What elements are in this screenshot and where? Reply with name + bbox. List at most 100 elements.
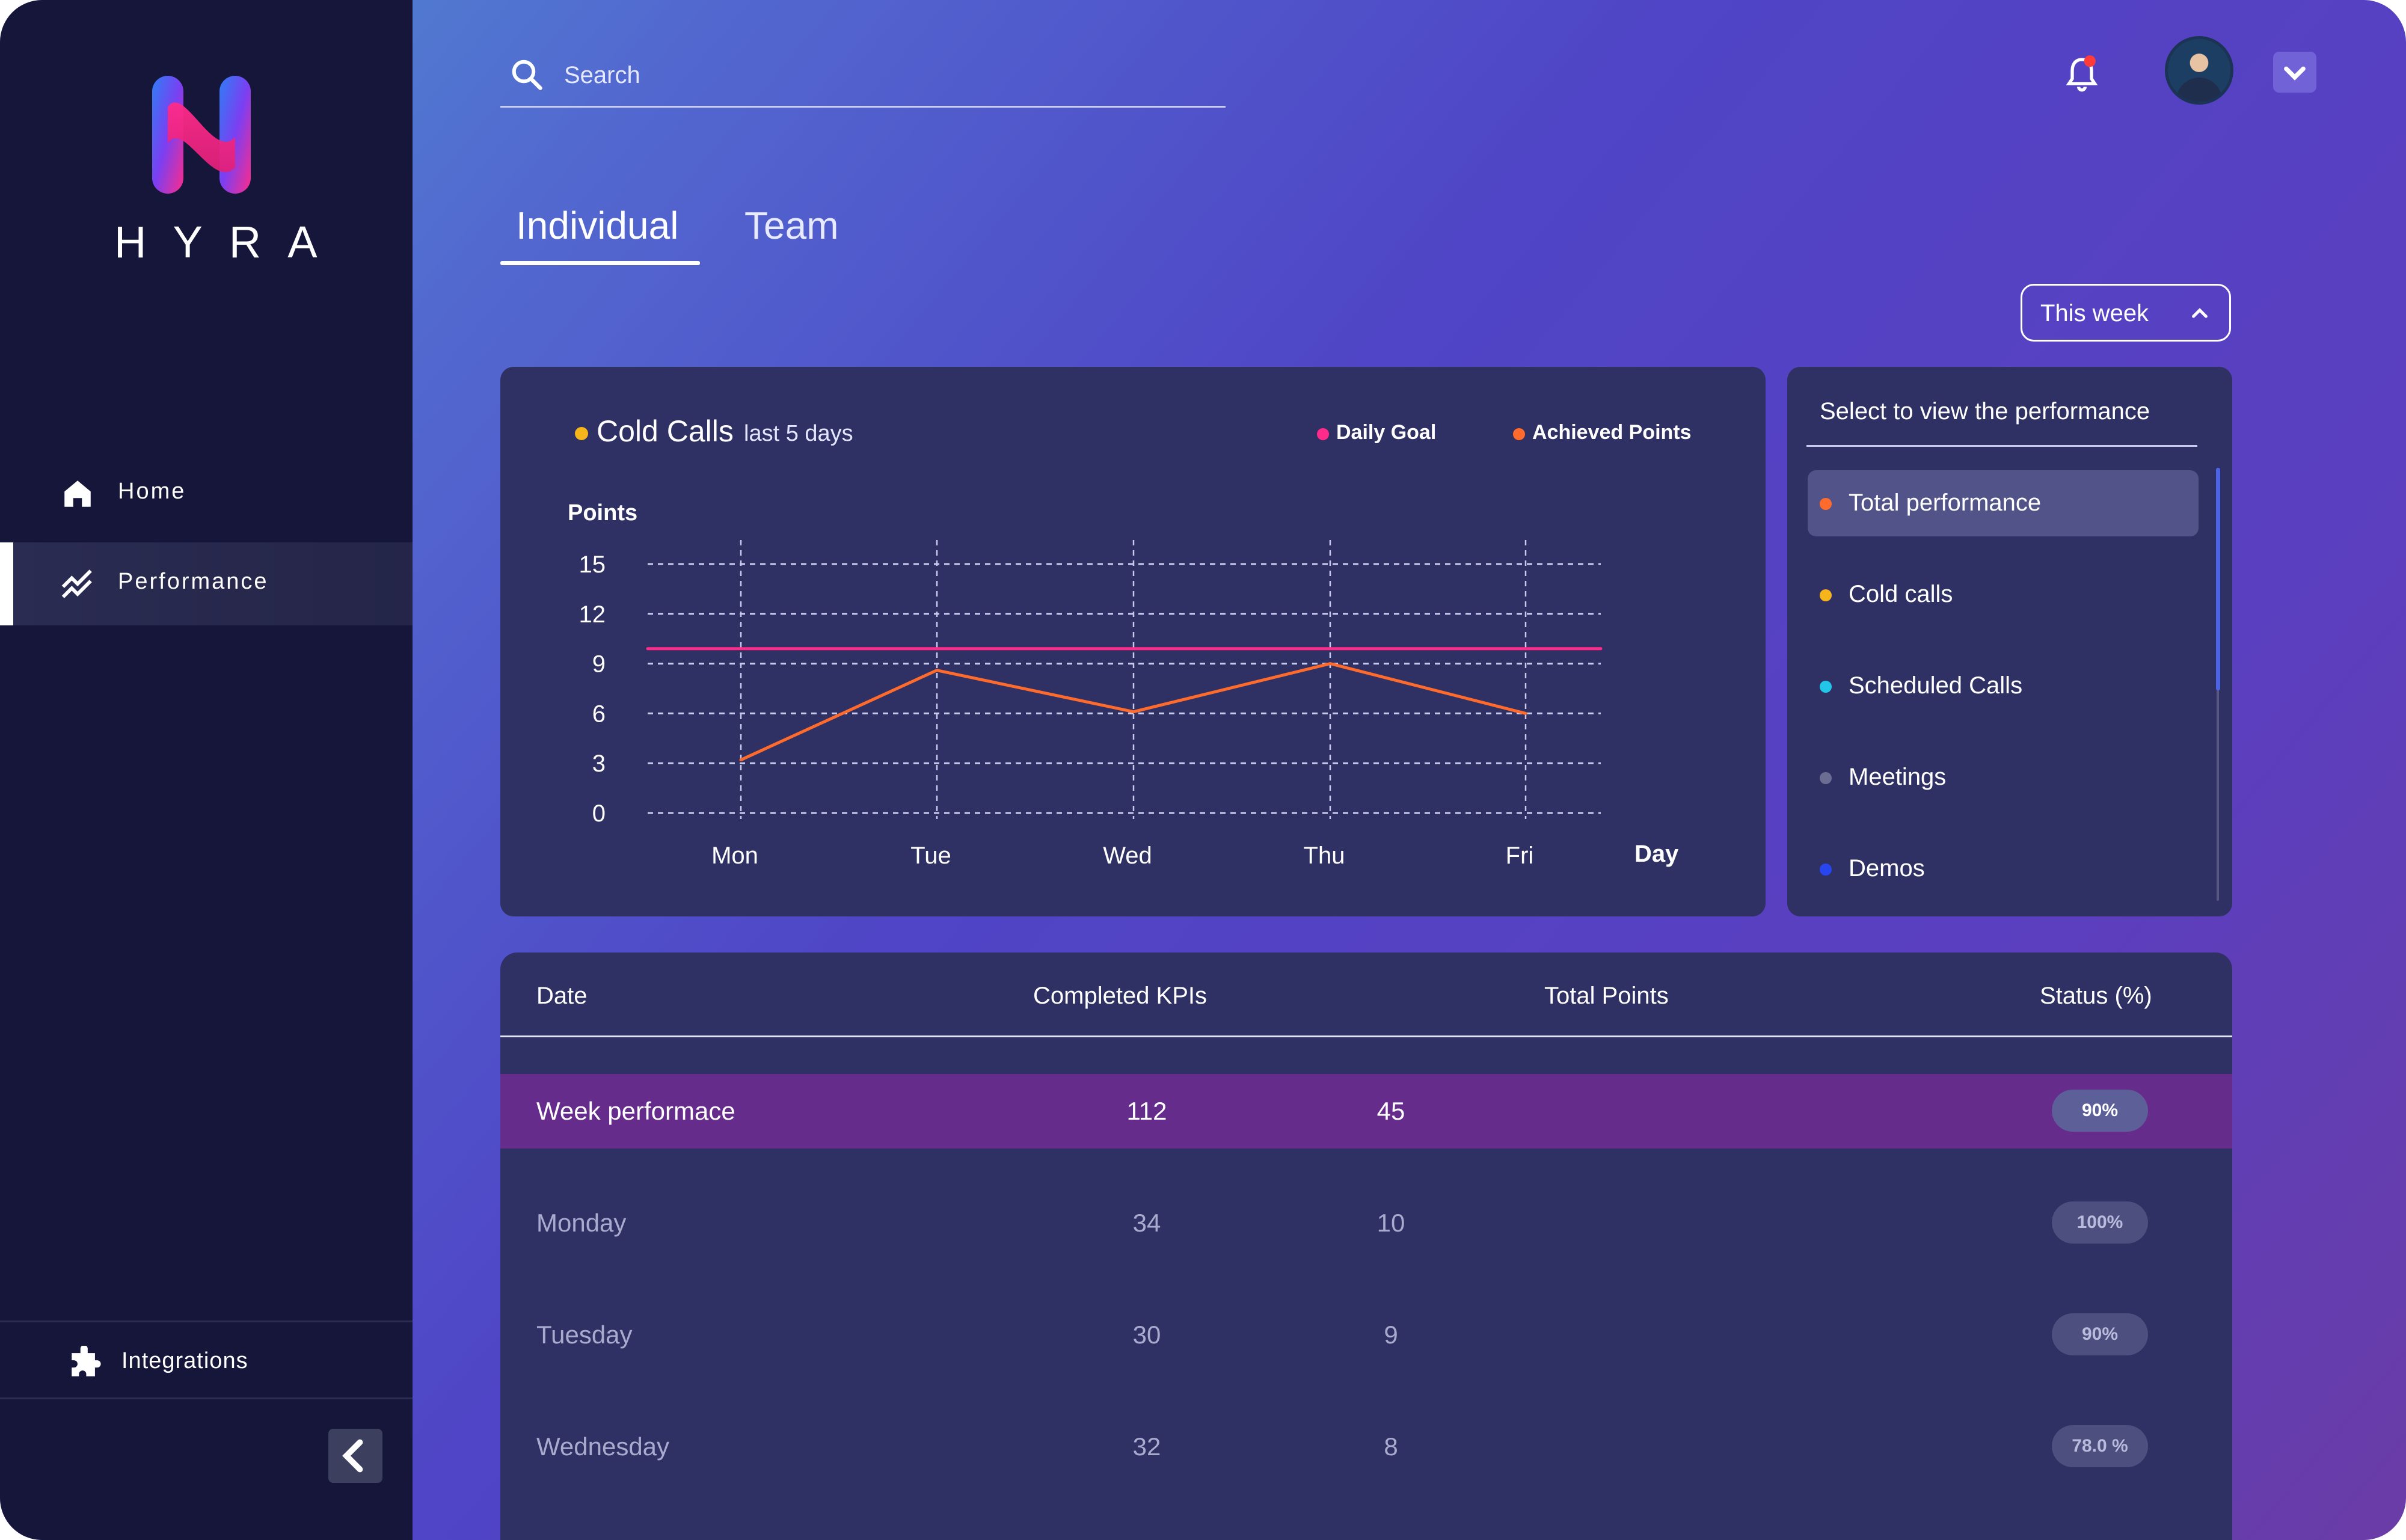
- table-row[interactable]: Wednesday 32 8 78.0 %: [500, 1410, 2232, 1484]
- option-label: Demos: [1849, 855, 1925, 882]
- tab-individual[interactable]: Individual: [516, 204, 679, 247]
- legend-item-achieved-points: Achieved Points: [1513, 421, 1692, 444]
- column-header-completed-kpis: Completed KPIs: [1033, 983, 1208, 1009]
- legend-item-daily-goal: Daily Goal: [1317, 421, 1437, 444]
- y-tick-label: 3: [592, 750, 606, 777]
- cell-total-points: 8: [1384, 1432, 1398, 1461]
- sidebar-divider: [0, 1321, 413, 1322]
- option-color-dot: [1820, 681, 1832, 693]
- cell-completed-kpis: 30: [1132, 1321, 1161, 1349]
- perf-option-total-performance[interactable]: Total performance: [1808, 470, 2199, 536]
- perf-option-scheduled-calls[interactable]: Scheduled Calls: [1808, 653, 2199, 719]
- chart-title-text: Cold Calls: [597, 414, 734, 448]
- period-select-value: This week: [2040, 300, 2149, 327]
- status-badge: 100%: [2052, 1201, 2148, 1244]
- cell-date: Wednesday: [536, 1432, 670, 1461]
- chevron-left-icon: [342, 1439, 363, 1473]
- y-tick-label: 12: [579, 601, 606, 628]
- y-tick-label: 6: [592, 701, 606, 727]
- sidebar-item-performance[interactable]: Performance: [0, 542, 413, 625]
- performance-selector-title: Select to view the performance: [1820, 398, 2150, 425]
- table-row[interactable]: Monday 34 10 100%: [500, 1186, 2232, 1260]
- x-tick-label: Fri: [1506, 842, 1534, 869]
- sidebar-divider: [0, 1397, 413, 1399]
- option-label: Scheduled Calls: [1849, 672, 2023, 699]
- notification-bell-icon[interactable]: [2063, 53, 2101, 95]
- chart-card: Cold Calls last 5 days Daily Goal Achiev…: [500, 367, 1766, 916]
- option-color-dot: [1820, 772, 1832, 784]
- x-tick-label: Mon: [711, 842, 758, 869]
- y-tick-label: 0: [592, 800, 606, 827]
- sidebar-item-home[interactable]: Home: [0, 452, 413, 535]
- option-color-dot: [1820, 589, 1832, 601]
- perf-option-demos[interactable]: Demos: [1808, 836, 2199, 902]
- legend-dot: [1513, 428, 1525, 440]
- line-chart: 0 3 6 9 12 15 Mon Tue Wed Thu Fri: [579, 540, 1603, 869]
- y-tick-label: 15: [579, 551, 606, 578]
- puzzle-icon: [72, 1346, 101, 1376]
- option-color-dot: [1820, 498, 1832, 510]
- search-icon[interactable]: [509, 57, 545, 93]
- legend-label: Achieved Points: [1532, 421, 1692, 444]
- active-tab-underline: [500, 261, 700, 265]
- perf-option-meetings[interactable]: Meetings: [1808, 744, 2199, 811]
- legend-label: Daily Goal: [1336, 421, 1437, 444]
- sidebar-item-label: Performance: [118, 569, 269, 594]
- status-badge: 90%: [2052, 1090, 2148, 1132]
- cell-completed-kpis: 112: [1126, 1097, 1167, 1125]
- cell-date: Tuesday: [536, 1321, 633, 1349]
- x-tick-label: Thu: [1304, 842, 1345, 869]
- table-row[interactable]: Tuesday 30 9 90%: [500, 1298, 2232, 1372]
- panel-divider: [1806, 445, 2197, 447]
- chart-y-axis-label: Points: [568, 500, 638, 526]
- status-badge: 90%: [2052, 1313, 2148, 1355]
- option-color-dot: [1820, 864, 1832, 876]
- avatar-figure: [2176, 78, 2222, 102]
- cell-total-points: 10: [1376, 1209, 1405, 1237]
- chart-title: Cold Calls: [575, 414, 734, 449]
- chart-x-axis-label: Day: [1634, 841, 1679, 867]
- tab-team[interactable]: Team: [744, 204, 839, 247]
- home-icon: [64, 480, 91, 507]
- search-bar: [500, 48, 1226, 108]
- table-row[interactable]: Week performace 112 45 90%: [500, 1074, 2232, 1149]
- option-label: Meetings: [1849, 764, 1947, 790]
- cell-completed-kpis: 32: [1132, 1432, 1161, 1461]
- cell-completed-kpis: 34: [1132, 1209, 1161, 1237]
- column-header-status: Status (%): [2040, 983, 2152, 1009]
- sidebar-item-label: Home: [118, 479, 186, 504]
- period-select[interactable]: This week: [2021, 284, 2231, 342]
- legend-dot: [1317, 428, 1329, 440]
- active-indicator: [0, 542, 13, 625]
- user-avatar[interactable]: [2165, 36, 2233, 105]
- account-menu-button[interactable]: [2273, 52, 2316, 93]
- sidebar-item-label: Integrations: [121, 1348, 248, 1373]
- option-label: Cold calls: [1849, 581, 1953, 607]
- perf-option-cold-calls[interactable]: Cold calls: [1808, 562, 2199, 628]
- column-header-total-points: Total Points: [1544, 983, 1669, 1009]
- brand-name: HYRA: [114, 217, 344, 267]
- chart-title-dot: [575, 427, 588, 440]
- panel-scrollbar-thumb[interactable]: [2216, 468, 2220, 690]
- chart-subtitle: last 5 days: [744, 421, 853, 446]
- search-input[interactable]: [563, 57, 1167, 94]
- collapse-sidebar-button[interactable]: [328, 1429, 382, 1483]
- cell-total-points: 45: [1376, 1097, 1405, 1125]
- performance-table: Date Completed KPIs Total Points Status …: [500, 953, 2232, 1540]
- trending-icon: [61, 569, 92, 598]
- column-header-date: Date: [536, 983, 588, 1009]
- chevron-up-icon: [2192, 308, 2208, 318]
- cell-total-points: 9: [1384, 1321, 1398, 1349]
- cell-date: Monday: [536, 1209, 627, 1237]
- y-tick-label: 9: [592, 651, 606, 678]
- hyra-logo-icon: [152, 76, 251, 194]
- option-label: Total performance: [1849, 489, 2042, 516]
- status-badge: 78.0 %: [2052, 1425, 2148, 1467]
- sidebar-item-integrations[interactable]: Integrations: [0, 1322, 413, 1400]
- sidebar: HYRA Home Performance Integrations: [0, 0, 413, 1540]
- x-tick-label: Wed: [1103, 842, 1152, 869]
- x-tick-label: Tue: [910, 842, 951, 869]
- table-header-divider: [500, 1035, 2232, 1037]
- series-line-achieved-points: [739, 662, 1527, 762]
